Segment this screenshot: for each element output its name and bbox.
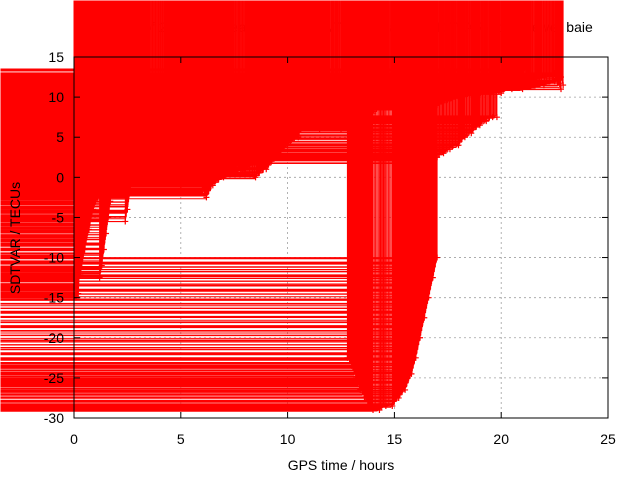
data-point <box>446 146 453 153</box>
data-point <box>421 314 428 321</box>
data-point <box>376 406 383 413</box>
data-point <box>483 118 490 125</box>
data-point <box>434 254 441 261</box>
x-tick-label: 15 <box>387 431 403 447</box>
data-point <box>252 174 259 181</box>
data-points <box>0 0 567 413</box>
data-point <box>551 70 558 77</box>
data-point <box>209 178 216 185</box>
data-point <box>361 394 368 401</box>
y-tick-label: 15 <box>48 49 64 65</box>
y-tick-label: 10 <box>48 89 64 105</box>
data-point <box>348 362 355 369</box>
data-point <box>498 86 505 93</box>
data-point <box>440 150 447 157</box>
data-point <box>124 206 131 213</box>
data-point <box>199 182 206 189</box>
data-point <box>425 294 432 301</box>
y-tick-labels: -30 -25 -20 -15 -10 -5 0 5 10 15 <box>44 49 64 426</box>
data-point <box>558 74 565 81</box>
data-point <box>493 114 500 121</box>
x-tick-labels: 0 5 10 15 20 25 <box>70 431 616 447</box>
y-tick-label: -5 <box>52 209 65 225</box>
data-point <box>220 166 227 173</box>
data-point <box>395 394 402 401</box>
series-deep-trough <box>0 0 441 413</box>
data-point <box>417 334 424 341</box>
data-point <box>357 386 364 393</box>
plot-frame <box>73 56 609 419</box>
data-point <box>530 78 537 85</box>
y-tick-label: -30 <box>44 410 64 426</box>
data-point <box>461 134 468 141</box>
y-tick-label: -20 <box>44 330 64 346</box>
data-point <box>241 166 248 173</box>
x-tick-label: 0 <box>70 431 78 447</box>
data-point <box>263 166 270 173</box>
y-tick-label: -25 <box>44 370 64 386</box>
data-point <box>382 402 389 409</box>
data-point <box>519 82 526 89</box>
data-point <box>540 74 547 81</box>
data-point <box>220 174 227 181</box>
data-point <box>429 274 436 281</box>
data-point <box>412 354 419 361</box>
data-point <box>352 374 359 381</box>
data-point <box>188 170 195 177</box>
series-late-high <box>0 0 567 97</box>
data-point <box>408 370 415 377</box>
data-point <box>100 246 107 253</box>
y-tick-label: 0 <box>56 169 64 185</box>
data-point <box>370 406 377 413</box>
x-tick-label: 10 <box>280 431 296 447</box>
data-point <box>455 142 462 149</box>
data-point <box>365 402 372 409</box>
x-tick-label: 20 <box>493 431 509 447</box>
x-axis-label: GPS time / hours <box>288 457 395 473</box>
y-tick-label: 5 <box>56 129 64 145</box>
data-point <box>389 402 396 409</box>
data-point <box>103 230 110 237</box>
x-tick-label: 5 <box>177 431 185 447</box>
data-point <box>508 86 515 93</box>
data-point <box>560 82 567 89</box>
data-point <box>122 218 129 225</box>
data-point <box>468 130 475 137</box>
data-point <box>203 194 210 201</box>
data-point <box>402 386 409 393</box>
axis-ticks <box>73 56 609 419</box>
data-point <box>476 122 483 129</box>
data-point <box>558 86 565 93</box>
x-tick-label: 25 <box>600 431 616 447</box>
y-axis-label: SDTVAR / TECUs <box>7 182 23 294</box>
y-tick-label: -10 <box>44 250 64 266</box>
data-point <box>344 354 351 361</box>
data-point <box>177 166 184 173</box>
y-tick-label: -15 <box>44 290 64 306</box>
